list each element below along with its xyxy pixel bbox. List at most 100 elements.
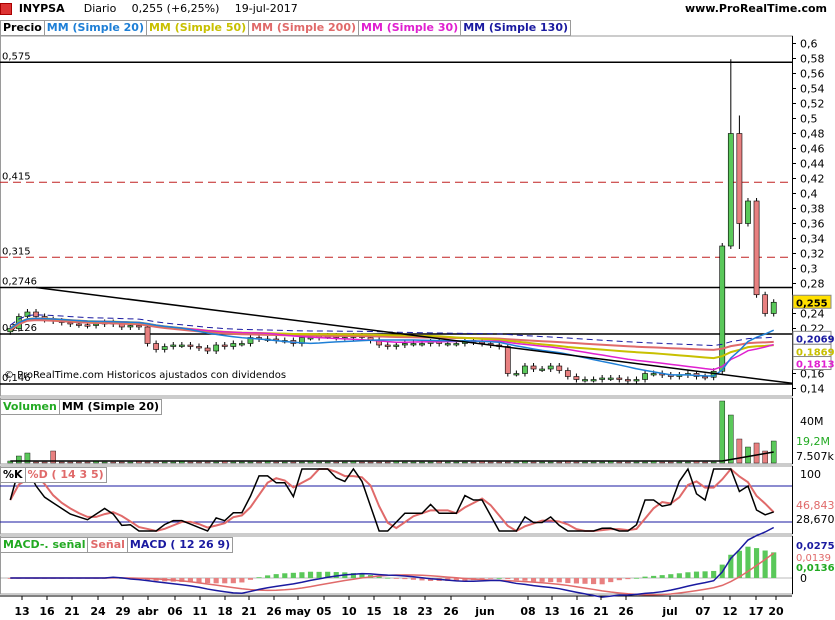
macd-signal-value: 0,0139 <box>796 553 831 564</box>
macd-hist-bar <box>702 571 708 578</box>
price-box-label: 0,1813 <box>796 360 835 371</box>
x-tick-label: 23 <box>417 605 432 618</box>
candle-body <box>573 376 580 380</box>
header-bar: INYPSA Diario 0,255 (+6,25%) 19-jul-2017 <box>0 2 298 15</box>
volume-bar <box>144 461 151 464</box>
symbol: INYPSA <box>18 2 65 15</box>
macd-hist-bar <box>410 578 417 580</box>
legend-mm130: MM (Simple 130) <box>460 20 572 36</box>
candle-body <box>753 200 760 296</box>
x-tick-label: jun <box>474 605 494 618</box>
candle-body <box>727 133 734 247</box>
volume-legend: Volumen MM (Simple 20) <box>0 399 163 415</box>
candle-body <box>204 347 211 352</box>
x-tick-label: 20 <box>768 605 784 618</box>
volume-bar <box>702 461 708 464</box>
x-tick-label: 12 <box>722 605 737 618</box>
price-tick-label: 0,3 <box>800 263 818 276</box>
macd-hist-bar <box>419 578 425 581</box>
candle-body <box>93 323 99 326</box>
macd-hist-bar <box>762 550 768 578</box>
candle-body <box>564 370 571 377</box>
macd-hist-bar <box>479 578 485 580</box>
price-tick-label: 0,14 <box>800 383 825 396</box>
volume-bar <box>84 461 91 464</box>
macd-hist-bar <box>573 578 579 584</box>
volume-bar <box>444 461 451 464</box>
price-box <box>792 294 832 309</box>
macd-hist-bar <box>548 578 554 583</box>
volume-bar <box>342 461 348 464</box>
price-info: 0,255 (+6,25%) <box>131 2 220 15</box>
candle-body <box>230 343 237 347</box>
macd-hist-bar <box>642 576 648 578</box>
price-tick-label: 0,58 <box>800 53 825 66</box>
volume-bar <box>762 450 768 464</box>
macd-hist-bar <box>247 578 254 580</box>
candle-body <box>607 377 614 380</box>
candle-body <box>762 294 769 314</box>
macd-hist-bar <box>668 574 674 578</box>
volume-bar <box>33 461 39 464</box>
x-tick-label: abr <box>138 605 159 618</box>
macd-hist-bar <box>676 573 682 578</box>
macd-hist-bar <box>299 572 305 578</box>
stoch-k-value: 28,670 <box>796 513 835 526</box>
candle-body <box>599 377 606 380</box>
x-tick-label: may <box>285 605 311 618</box>
volume-bar <box>736 438 743 464</box>
x-tick-label: 06 <box>167 605 183 618</box>
macd-hist-bar <box>505 578 511 580</box>
volume-bar <box>753 442 760 464</box>
candle-body <box>170 344 177 347</box>
volume-bar <box>119 461 125 464</box>
macd-hist-bar <box>633 577 640 579</box>
macd-hist-bar <box>753 548 760 578</box>
macd-hist-bar <box>350 573 356 578</box>
x-tick-label: jul <box>661 605 677 618</box>
macd-hist-bar <box>213 578 219 584</box>
candle-body <box>444 343 451 346</box>
volume-bar <box>547 461 554 464</box>
price-tick-label: 0,42 <box>800 173 825 186</box>
volume-bar <box>642 461 648 464</box>
stoch-panel-frame <box>0 465 793 535</box>
price-tick-label: 0,54 <box>800 83 825 96</box>
volume-bar <box>16 455 22 464</box>
candle-body <box>633 379 640 382</box>
x-tick-label: 07 <box>695 605 710 618</box>
volume-tick-label: 40M <box>800 415 824 428</box>
volume-bar <box>633 461 640 464</box>
macd-hist-bar <box>325 571 331 578</box>
candle-body <box>616 377 623 380</box>
candle-body <box>702 376 708 379</box>
candle-body <box>547 365 554 370</box>
legend-macd: MACD ( 12 26 9) <box>126 537 234 553</box>
volume-bar <box>590 461 597 464</box>
candle-body <box>384 344 391 347</box>
site-link[interactable]: www.ProRealTime.com <box>684 2 827 15</box>
volume-bar <box>668 461 674 464</box>
x-tick-label: 21 <box>64 605 79 618</box>
x-tick-label: 11 <box>192 605 207 618</box>
volume-bar <box>419 461 425 464</box>
candle-body <box>84 324 91 327</box>
price-tick-label: 0,32 <box>800 248 825 261</box>
candle-body <box>178 344 185 347</box>
macd-hist-bar <box>539 578 545 582</box>
ma200-line <box>9 319 774 351</box>
price-tick-label: 0,44 <box>800 158 825 171</box>
volume-bar <box>110 461 116 464</box>
macd-line <box>10 526 775 598</box>
candle-body <box>522 365 528 374</box>
macd-hist-bar <box>196 578 202 583</box>
x-tick-label: 29 <box>115 605 130 618</box>
volume-ma-value: 7.507k <box>796 450 834 463</box>
x-tick-label: 18 <box>217 605 232 618</box>
volume-bar <box>470 461 477 464</box>
candle-body <box>410 343 417 346</box>
macd-hist-bar <box>359 573 365 578</box>
candle-body <box>239 343 245 346</box>
macd-hist-bar <box>711 570 717 578</box>
